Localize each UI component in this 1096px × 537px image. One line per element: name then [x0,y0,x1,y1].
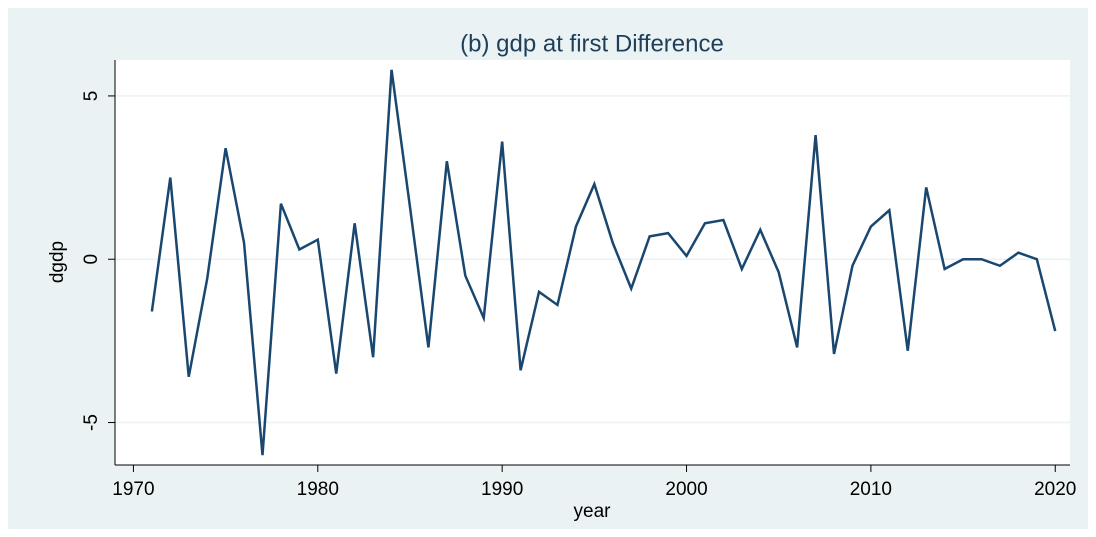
data-line [150,69,1057,456]
y-tick-label: 5 [81,91,102,102]
x-tick-label: 2010 [850,479,892,500]
x-tick-label: 1980 [297,479,339,500]
y-axis-label: dgdp [47,241,68,283]
x-tick-label: 1970 [112,479,154,500]
chart-title: (b) gdp at first Difference [460,30,724,57]
x-tick-label: 2000 [665,479,707,500]
x-tick-label: 2020 [1034,479,1076,500]
y-tick-label: 0 [81,254,102,265]
x-tick-label: 1990 [481,479,523,500]
x-axis-label: year [574,501,612,522]
plot-region [115,60,1070,465]
y-tick-label: -5 [81,414,102,431]
